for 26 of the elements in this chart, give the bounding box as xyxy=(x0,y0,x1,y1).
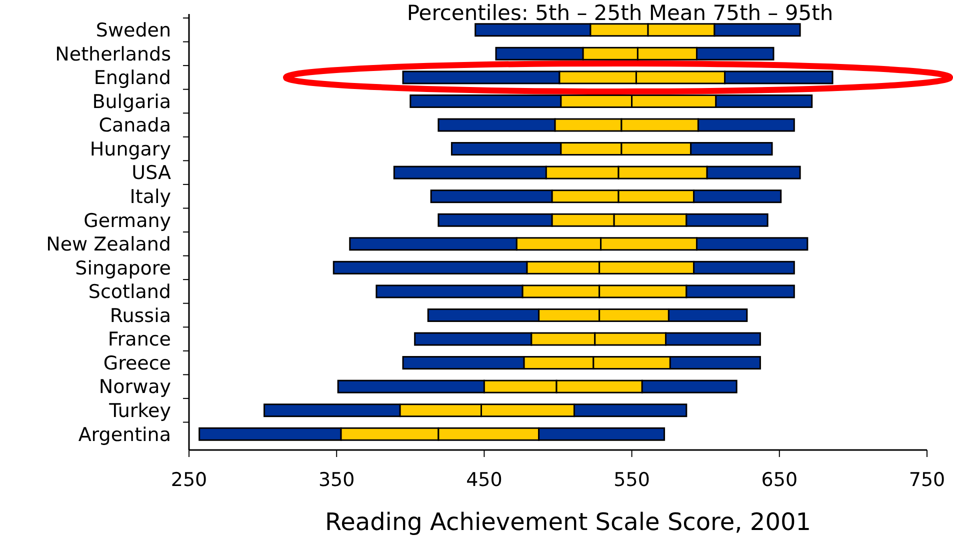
y-tick-label: Germany xyxy=(84,210,171,232)
y-tick-label: Canada xyxy=(98,114,171,137)
y-tick-label: Russia xyxy=(110,304,171,327)
y-tick-label: Bulgaria xyxy=(92,90,171,113)
x-tick-label: 250 xyxy=(170,469,208,491)
x-tick-label: 350 xyxy=(318,469,355,491)
x-tick-label: 650 xyxy=(761,469,798,491)
x-tick-label: 450 xyxy=(466,469,502,491)
y-tick-label: Norway xyxy=(98,376,171,398)
x-tick-label: 750 xyxy=(908,469,946,491)
y-tick-label: Argentina xyxy=(78,424,171,446)
y-tick-label: Hungary xyxy=(90,138,171,160)
x-tick-label: 550 xyxy=(614,469,650,491)
y-tick-label: Greece xyxy=(103,352,171,374)
y-tick-label: New Zealand xyxy=(46,234,171,256)
y-tick-label: Singapore xyxy=(75,257,171,280)
y-tick-label: Scotland xyxy=(88,281,171,304)
x-axis-title: Reading Achievement Scale Score, 2001 xyxy=(325,508,811,536)
y-tick-label: England xyxy=(94,67,171,90)
y-tick-label: Netherlands xyxy=(55,43,171,66)
y-tick-label: Sweden xyxy=(96,20,171,42)
y-tick-label: France xyxy=(108,328,171,351)
y-tick-label: Italy xyxy=(130,186,171,208)
chart-title: Percentiles: 5th – 25th Mean 75th – 95th xyxy=(406,1,834,25)
y-tick-label: USA xyxy=(132,162,171,184)
y-tick-label: Turkey xyxy=(108,400,171,422)
